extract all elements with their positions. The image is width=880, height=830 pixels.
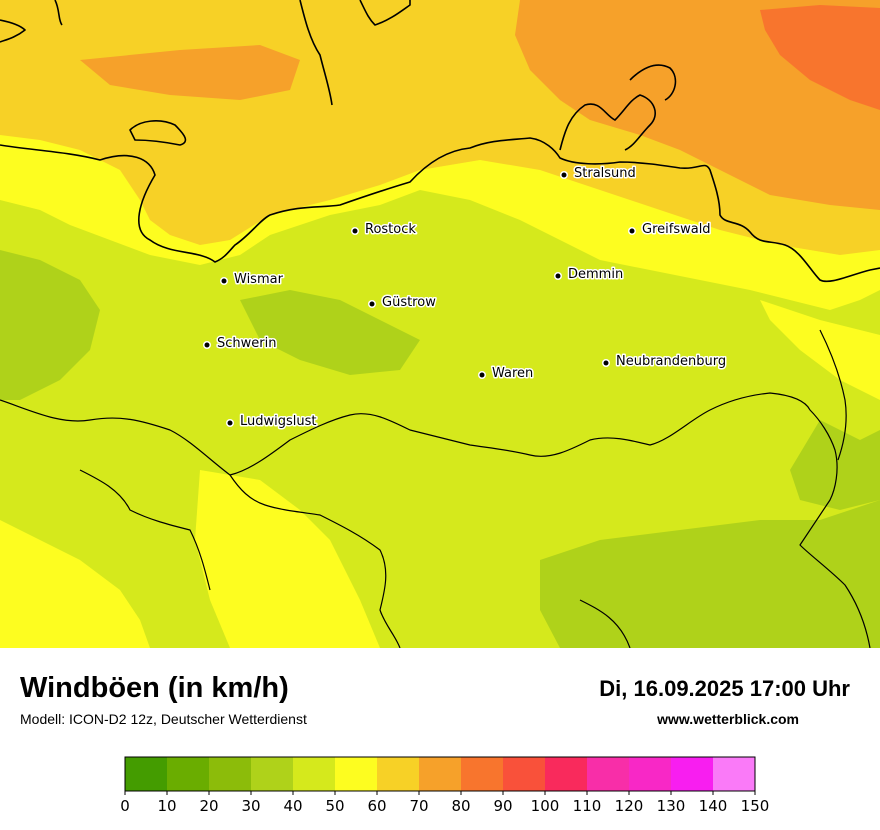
city-marker: Demmin xyxy=(554,266,625,284)
field-zone-30-40-ne xyxy=(790,420,880,510)
legend-tick-label: 130 xyxy=(657,797,686,815)
city-label: Wismar xyxy=(234,272,284,287)
city-marker: Wismar xyxy=(220,271,285,289)
city-dot xyxy=(629,228,635,234)
legend-swatch xyxy=(125,757,167,791)
map-canvas: Stralsund Rostock Greifswald Wismar Demmin Gü… xyxy=(0,0,880,648)
field-zone-30-40-west xyxy=(0,250,100,400)
field-zone-50-60-west xyxy=(0,520,150,648)
legend-swatch xyxy=(587,757,629,791)
city-label: Rostock xyxy=(365,222,416,237)
legend-swatch xyxy=(713,757,755,791)
legend-tick-label: 40 xyxy=(283,797,302,815)
legend-tick-label: 60 xyxy=(367,797,386,815)
legend-tick-label: 50 xyxy=(325,797,344,815)
legend-swatch xyxy=(503,757,545,791)
website-link: www.wetterblick.com xyxy=(657,711,799,727)
legend-border xyxy=(124,756,756,792)
legend-tick-label: 80 xyxy=(451,797,470,815)
legend-swatch xyxy=(209,757,251,791)
map-title: Windböen (in km/h) xyxy=(20,672,289,704)
forecast-datetime: Di, 16.09.2025 17:00 Uhr xyxy=(599,676,850,701)
city-label: Ludwigslust xyxy=(240,414,317,429)
city-marker: Rostock xyxy=(351,221,418,239)
city-dot xyxy=(369,301,375,307)
legend-tick-label: 120 xyxy=(615,797,644,815)
legend-tick-label: 110 xyxy=(573,797,602,815)
city-marker: Güstrow xyxy=(368,294,438,312)
legend-swatch xyxy=(293,757,335,791)
coastline xyxy=(0,0,880,283)
city-label: Schwerin xyxy=(217,336,276,351)
model-source: Modell: ICON-D2 12z, Deutscher Wetterdie… xyxy=(20,711,307,727)
legend-swatch xyxy=(671,757,713,791)
city-label: Neubrandenburg xyxy=(616,354,726,369)
city-dot xyxy=(227,420,233,426)
field-zone-80-90 xyxy=(760,5,880,110)
city-label: Demmin xyxy=(568,267,623,282)
legend-tick-label: 30 xyxy=(241,797,260,815)
legend-tick-label: 100 xyxy=(531,797,560,815)
legend-tick-label: 70 xyxy=(409,797,428,815)
legend-swatch xyxy=(629,757,671,791)
city-dot xyxy=(603,360,609,366)
cities-layer: Stralsund Rostock Greifswald Wismar Demmin Gü… xyxy=(203,165,728,431)
city-marker: Neubrandenburg xyxy=(602,353,728,371)
color-legend: 0 10 20 30 40 50 60 70 80 90 100 110 120 130 140 150 xyxy=(120,756,770,815)
city-dot xyxy=(204,342,210,348)
legend-swatch xyxy=(167,757,209,791)
borders xyxy=(0,329,871,648)
field-zone-70-80-west xyxy=(80,45,300,100)
legend-tick-label: 20 xyxy=(199,797,218,815)
city-marker: Greifswald xyxy=(628,221,712,239)
city-marker: Stralsund xyxy=(560,165,637,183)
city-dot xyxy=(561,172,567,178)
city-dot xyxy=(479,372,485,378)
wind-gust-map: Stralsund Rostock Greifswald Wismar Demmin Gü… xyxy=(0,0,880,648)
legend-tick-label: 90 xyxy=(493,797,512,815)
city-label: Waren xyxy=(492,366,533,381)
city-marker: Schwerin xyxy=(203,335,278,353)
city-label: Greifswald xyxy=(642,222,711,237)
legend-swatch xyxy=(377,757,419,791)
city-label: Stralsund xyxy=(574,166,636,181)
legend-swatch xyxy=(461,757,503,791)
city-label: Güstrow xyxy=(382,295,436,310)
legend-tick-label: 150 xyxy=(741,797,770,815)
city-marker: Ludwigslust xyxy=(226,413,318,431)
field-zone-30-40-center xyxy=(240,290,420,375)
field-zone-50-60-south xyxy=(195,470,380,648)
legend-swatch xyxy=(251,757,293,791)
city-dot xyxy=(555,273,561,279)
field-zone-30-40-se xyxy=(540,500,880,648)
legend-tick-label: 10 xyxy=(157,797,176,815)
city-marker: Waren xyxy=(478,365,535,383)
legend-swatch xyxy=(335,757,377,791)
field-zone-50-60-east xyxy=(760,300,880,400)
legend-swatch xyxy=(419,757,461,791)
city-dot xyxy=(352,228,358,234)
legend-tick-label: 0 xyxy=(120,797,130,815)
legend-tick-label: 140 xyxy=(699,797,728,815)
city-dot xyxy=(221,278,227,284)
wind-field xyxy=(0,0,880,648)
legend-swatch xyxy=(545,757,587,791)
